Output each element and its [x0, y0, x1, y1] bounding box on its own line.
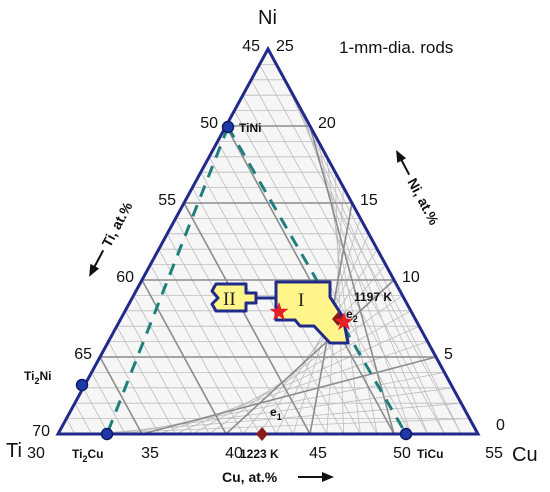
left-tick-label: 65 — [74, 346, 92, 363]
right-axis-title: Ni, at.% — [405, 175, 443, 228]
bottom-tick-label: 30 — [27, 445, 45, 462]
ti2ni-label-sub: 2 — [34, 376, 39, 386]
fine-grid-line — [133, 295, 210, 434]
e2-temperature: 1197 K — [354, 290, 392, 304]
region-i — [274, 280, 350, 345]
bottom-tick-label: 50 — [393, 445, 411, 462]
major-grid-line — [183, 202, 311, 434]
fine-grid-line — [66, 418, 76, 434]
corner-label-cu: Cu — [512, 444, 538, 466]
right-axis-arrowhead — [396, 149, 407, 163]
major-grid-line — [225, 279, 395, 434]
fine-grid-line — [242, 95, 428, 434]
bottom-axis-arrowhead — [322, 472, 334, 482]
diagram-title: 1-mm-dia. rods — [339, 38, 453, 57]
ti2ni-label-tail: Ni — [39, 369, 51, 383]
ti2cu-label-sub: 2 — [82, 454, 87, 464]
right-tick-label: 15 — [360, 192, 378, 209]
bottom-tick-label: 45 — [309, 445, 327, 462]
ticu-label: TiCu — [417, 447, 443, 461]
dashed-line-tini-ti2cu — [105, 126, 230, 435]
bottom-tick-label: 40 — [225, 445, 243, 462]
e2-label-sub: 2 — [353, 314, 358, 324]
ti2ni-point — [75, 378, 89, 392]
fine-grid-line — [292, 95, 428, 434]
left-tick-label: 60 — [116, 269, 134, 286]
ti2cu-label-base: Ti — [72, 447, 82, 461]
fine-grid-line — [175, 218, 294, 434]
star-marker-1 — [269, 302, 289, 321]
axis-title-right: Ni, at.% — [396, 149, 443, 228]
bottom-tick-label: 35 — [141, 445, 159, 462]
triangle-background — [58, 49, 478, 434]
tini-label: TiNi — [239, 121, 261, 135]
fine-grid-line — [200, 172, 344, 434]
star-marker-2 — [334, 312, 354, 331]
corner-label-ni: Ni — [258, 7, 277, 29]
right-tick-label: 5 — [444, 346, 453, 363]
ti2cu-label: Ti2Cu — [72, 447, 103, 464]
fine-grid-line — [192, 310, 411, 434]
fine-grid-line — [82, 387, 109, 434]
right-tick-label: 10 — [402, 269, 420, 286]
major-grid-line — [99, 356, 143, 434]
right-tick-label: 20 — [318, 115, 336, 132]
fine-grid-line — [91, 372, 126, 434]
ti2ni-label: Ti2Ni — [24, 369, 51, 386]
left-tick-label: 45 — [242, 38, 260, 55]
fine-grid-line — [192, 187, 328, 434]
ti2cu-point — [100, 427, 114, 441]
region-ii-label: II — [223, 289, 236, 310]
right-tick-label: 25 — [276, 38, 294, 55]
left-tick-label: 50 — [200, 115, 218, 132]
right-tick-label: 0 — [496, 417, 505, 434]
e1-label: e1 — [270, 405, 282, 422]
bottom-tick-label: 55 — [485, 445, 503, 462]
corner-label-ti: Ti — [6, 440, 22, 462]
e1-temperature: 1223 K — [240, 447, 279, 461]
major-grid-line — [225, 125, 395, 434]
ticu-point — [399, 427, 413, 441]
fine-grid-line — [166, 233, 277, 434]
e2-label: e2 — [346, 307, 358, 324]
e1-label-base: e — [270, 405, 277, 419]
fine-grid-line — [250, 79, 445, 434]
e1-label-sub: 1 — [277, 412, 282, 422]
major-grid-line — [309, 125, 395, 434]
fine-grid-line — [124, 310, 193, 434]
ti2cu-label-tail: Cu — [87, 447, 103, 461]
tick-labels: 45 25 30 50 20 35 55 15 40 60 10 45 65 5 50 70 0 55 — [27, 38, 505, 462]
axis-title-bottom: Cu, at.% — [222, 469, 334, 485]
left-axis-title: Ti, at.% — [99, 199, 136, 250]
region-ii — [210, 282, 258, 313]
fine-grid-line — [116, 326, 176, 434]
fine-grid-line — [150, 264, 244, 434]
ti2ni-label-base: Ti — [24, 369, 34, 383]
fine-grid-line — [74, 403, 92, 434]
e1-point — [256, 427, 268, 441]
left-tick-label: 70 — [32, 423, 50, 440]
fine-grid-line — [234, 110, 412, 434]
e2-label-base: e — [346, 307, 353, 321]
left-axis-arrowhead — [89, 263, 100, 277]
left-tick-label: 55 — [158, 192, 176, 209]
tini-point — [221, 120, 235, 134]
bottom-axis-title: Cu, at.% — [222, 469, 278, 485]
region-i-label: I — [298, 290, 304, 311]
